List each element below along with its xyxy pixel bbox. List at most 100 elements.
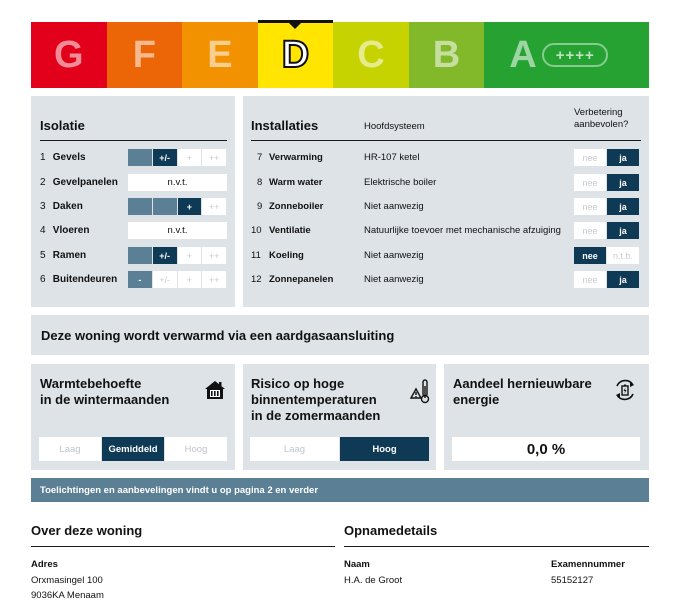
row-name: Daken [52,201,83,212]
hernieuwbaar-box: Aandeel hernieuwbare energie 0,0 % [444,364,649,470]
scale-cell: ++ [202,247,226,264]
scale-cell [152,198,177,215]
house-heating-icon [205,381,225,399]
row-system: Elektrische boiler [364,177,437,188]
hernieuwbaar-title: Aandeel hernieuwbare energie [453,376,592,407]
advice-ja-selected: ja [607,222,639,239]
row-number: 8 [257,177,263,188]
row-name: Ventilatie [269,225,311,236]
scale-cell [128,198,152,215]
scale-nvt: n.v.t. [128,222,227,239]
isolatie-scale-daken: + ++ [128,198,227,215]
row-number: 4 [40,225,46,236]
scale-nvt: n.v.t. [128,174,227,191]
label-class-c: C [333,22,409,88]
row-system: Niet aanwezig [364,250,424,261]
row-name: Buitendeuren [52,274,118,285]
row-name: Koeling [269,250,304,261]
scale-cell-selected: +/- [152,149,177,166]
scale-cell-selected: +/- [152,247,177,264]
row-name: Zonnepanelen [269,274,334,285]
label-class-g: G [31,22,107,88]
info-banner: Toelichtingen en aanbevelingen vindt u o… [31,478,649,502]
scale-cell-selected: + [177,198,202,215]
scale-cell: ++ [202,149,226,166]
row-name: Vloeren [52,225,90,236]
isolatie-scale-vloeren: n.v.t. [128,222,227,239]
isolatie-scale-gevels: +/- + ++ [128,149,227,166]
advice-nee: nee [574,149,606,166]
warmtebehoefte-box: Warmtebehoefte in de wintermaanden Laag G… [31,364,235,470]
row-number: 12 [251,274,262,285]
isolatie-rule [40,140,227,141]
installatie-row-warm-water: 8 Warm water Elektrische boiler nee ja [243,174,649,191]
installatie-row-zonneboiler: 9 Zonneboiler Niet aanwezig nee ja [243,198,649,215]
woning-rule [31,546,335,547]
address-line-2: 9036KA Menaam [31,590,104,601]
advice-ntb: n.t.b. [607,247,639,264]
energy-label-bar: G F E D C B A ++++ [31,20,650,88]
isolatie-scale-gevelpanelen: n.v.t. [128,174,227,191]
advice-nee: nee [574,222,606,239]
row-number: 7 [257,152,263,163]
row-name: Verwarming [269,152,323,163]
label-class-d-active: D [257,20,334,88]
installatie-row-ventilatie: 10 Ventilatie Natuurlijke toevoer met me… [243,222,649,239]
advice-nee: nee [574,198,606,215]
row-name: Zonneboiler [269,201,324,212]
option-laag: Laag [250,437,339,461]
installatie-row-zonnepanelen: 12 Zonnepanelen Niet aanwezig nee ja [243,271,649,288]
column-header-system: Hoofdsysteem [364,121,425,132]
risico-title: Risico op hoge binnentemperaturen in de zo… [251,376,381,423]
option-hoog-selected: Hoog [340,437,429,461]
option-gemiddeld-selected: Gemiddeld [102,437,164,461]
heating-info-bar: Deze woning wordt verwarmd via een aardg… [31,315,649,355]
installaties-panel: Installaties Hoofdsysteem Verbetering aa… [243,96,649,307]
banner-text: Toelichtingen en aanbevelingen vindt u o… [40,484,319,496]
renewable-energy-icon [616,379,634,401]
row-number: 5 [40,250,46,261]
exam-value: 55152127 [551,575,594,586]
heating-text: Deze woning wordt verwarmd via een aardg… [41,327,395,343]
opname-rule [344,546,649,547]
scale-cell: + [177,149,202,166]
advice-ja-selected: ja [607,198,639,215]
column-header-advice: Verbetering aanbevolen? [574,107,629,130]
isolatie-panel: Isolatie 1 Gevels +/- + ++ 2 Gevelpanele… [31,96,235,307]
warmtebehoefte-title: Warmtebehoefte in de wintermaanden [40,376,170,407]
advice-nee: nee [574,174,606,191]
row-system: HR-107 ketel [364,152,420,163]
row-number: 2 [40,177,46,188]
risico-box: Risico op hoge binnentemperaturen in de zo… [243,364,436,470]
installaties-title: Installaties [251,118,319,133]
scale-cell: ++ [202,271,226,288]
address-line-1: Orxmasingel 100 [31,575,103,586]
isolatie-row-buitendeuren: 6 Buitendeuren [40,274,117,285]
row-name: Gevels [52,152,86,163]
row-number: 3 [40,201,46,212]
isolatie-row-gevels: 1 Gevels [40,152,86,163]
address-label: Adres [31,559,58,570]
scale-cell: ++ [202,198,226,215]
isolatie-scale-buitendeuren: - +/- + ++ [128,271,227,288]
isolatie-title: Isolatie [40,118,85,133]
advice-ja-selected: ja [607,149,639,166]
row-number: 1 [40,152,46,163]
row-number: 6 [40,274,46,285]
scale-cell [128,149,152,166]
row-name: Ramen [52,250,87,261]
installatie-row-verwarming: 7 Verwarming HR-107 ketel nee ja [243,149,649,166]
label-class-b: B [408,22,485,88]
risico-scale: Laag Hoog [250,437,430,461]
exam-label: Examennummer [551,559,625,570]
row-number: 11 [251,250,261,261]
scale-cell: + [177,271,202,288]
row-name: Warm water [269,177,323,188]
advice-ja-selected: ja [607,174,639,191]
scale-cell: + [177,247,202,264]
opname-title: Opnamedetails [344,523,438,538]
row-system: Natuurlijke toevoer met mechanische afzu… [364,225,561,236]
row-system: Niet aanwezig [364,201,424,212]
advice-nee: nee [574,271,606,288]
label-plus-pill: ++++ [542,43,609,67]
